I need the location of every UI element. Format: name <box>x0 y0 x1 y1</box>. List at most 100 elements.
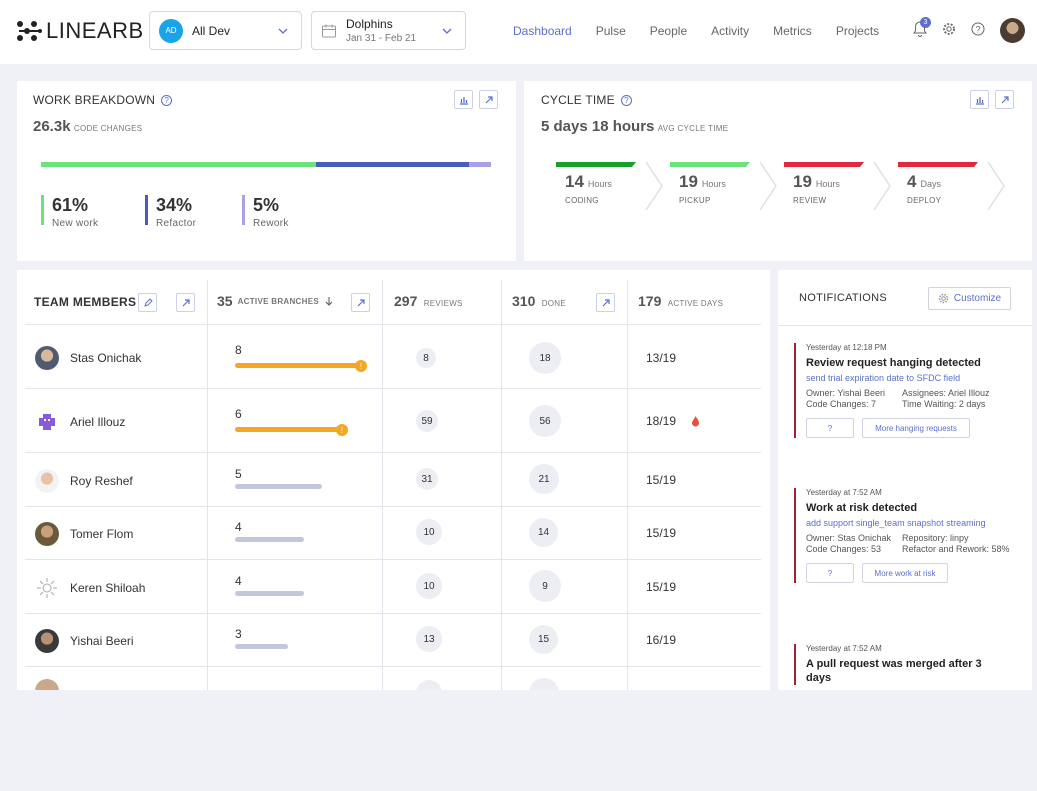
expand-button[interactable] <box>479 90 498 109</box>
table-row[interactable]: Yishai Beeri 3 13 15 16/19 <box>25 615 761 667</box>
new-work-stat: 61% New work <box>41 195 98 229</box>
avatar <box>35 346 59 370</box>
nav-people[interactable]: People <box>649 24 688 38</box>
arrow-up-right-icon <box>1001 95 1009 103</box>
notification-link[interactable]: send trial expiration date to SFDC field <box>806 373 961 383</box>
warning-icon[interactable]: ! <box>355 360 367 372</box>
arrow-up-right-icon <box>357 298 365 306</box>
table-row[interactable]: Stas Onichak 8 ! 8 18 13/19 <box>25 326 761 389</box>
cycle-time-card: CYCLE TIME? 5 days 18 hours AVG CYCLE TI… <box>524 81 1032 261</box>
notification-title: Work at risk detected <box>806 502 918 514</box>
refactor-pct: 34% <box>156 195 193 215</box>
chevron-down-icon <box>278 28 288 34</box>
calendar-icon <box>322 24 336 37</box>
help-button[interactable]: ? <box>806 418 854 438</box>
chart-view-button[interactable] <box>454 90 473 109</box>
help-icon[interactable]: ? <box>161 95 173 106</box>
edit-team-button[interactable] <box>138 293 157 312</box>
notification-item[interactable]: Yesterday at 7:52 AM A pull request was … <box>794 644 1016 685</box>
customize-button[interactable]: Customize <box>928 287 1011 310</box>
code-changes-label: CODE CHANGES <box>73 124 143 133</box>
expand-branches-button[interactable] <box>351 293 370 312</box>
more-hanging-requests-button[interactable]: More hanging requests <box>862 418 970 438</box>
table-row[interactable] <box>25 668 761 690</box>
expand-done-button[interactable] <box>596 293 615 312</box>
member-name: Stas Onichak <box>70 351 142 365</box>
chevron-right-icon <box>987 162 1005 210</box>
cycle-step-pickup[interactable]: 19 Hours PICKUP <box>670 162 785 210</box>
nav-metrics[interactable]: Metrics <box>773 24 812 38</box>
nav-dashboard[interactable]: Dashboard <box>513 24 572 38</box>
divider <box>778 325 1032 326</box>
notification-detail: Code Changes: 7 <box>806 399 877 409</box>
deploy-stripe <box>898 162 978 167</box>
more-work-at-risk-button[interactable]: More work at risk <box>862 563 948 583</box>
table-row[interactable]: Ariel Illouz 6 ! 59 56 18/19 <box>25 390 761 453</box>
table-header <box>25 270 761 325</box>
reviews-header[interactable]: 297 REVIEWS <box>394 293 463 309</box>
column-divider <box>207 280 208 690</box>
done-header[interactable]: 310 DONE <box>512 293 566 309</box>
avatar <box>35 629 59 653</box>
work-breakdown-card: WORK BREAKDOWN? 26.3k CODE CHANGES 61% N… <box>17 81 516 261</box>
active-days: 18/19 <box>646 414 677 428</box>
team-avatar: AD <box>159 18 183 43</box>
notification-link[interactable]: add support single_team snapshot streami… <box>806 518 986 528</box>
branches-count: 5 <box>235 467 242 481</box>
avatar <box>35 469 59 493</box>
done-count: 21 <box>529 464 559 494</box>
notification-time: Yesterday at 12:18 PM <box>806 343 887 352</box>
branches-bar <box>235 484 322 489</box>
chart-view-button[interactable] <box>970 90 989 109</box>
done-count: 18 <box>529 342 561 374</box>
done-count: 9 <box>529 570 561 602</box>
help-button[interactable]: ? <box>806 563 854 583</box>
linearb-logo[interactable]: LINEARB <box>16 18 144 44</box>
team-members-title: TEAM MEMBERS <box>34 295 137 309</box>
cycle-step-coding[interactable]: 14 Hours CODING <box>556 162 671 210</box>
nav-activity[interactable]: Activity <box>711 24 750 38</box>
new-work-label: New work <box>52 218 99 229</box>
active-days: 13/19 <box>646 351 677 365</box>
notification-detail: Assignees: Ariel Illouz <box>902 388 990 398</box>
gear-icon <box>938 293 949 304</box>
date-range-selector[interactable]: Dolphins Jan 31 - Feb 21 <box>311 11 466 50</box>
branches-count: 8 <box>235 343 242 357</box>
notifications-bell[interactable]: 3 <box>912 17 931 38</box>
branches-bar <box>235 644 288 649</box>
reviews-count: 13 <box>416 626 442 652</box>
review-value: 19 <box>793 172 812 191</box>
notification-item[interactable]: Yesterday at 7:52 AM Work at risk detect… <box>794 488 1016 583</box>
expand-team-button[interactable] <box>176 293 195 312</box>
notification-time: Yesterday at 7:52 AM <box>806 644 882 653</box>
reviews-total: 297 <box>394 293 418 309</box>
rework-label: Rework <box>253 218 289 229</box>
table-row[interactable]: Tomer Flom 4 10 14 15/19 <box>25 508 761 560</box>
rework-pct: 5% <box>253 195 280 215</box>
help-icon[interactable]: ? <box>971 22 985 36</box>
reviews-count <box>416 680 442 690</box>
notification-detail: Time Waiting: 2 days <box>902 399 986 409</box>
header-icons: 3 ? <box>912 17 985 38</box>
avatar <box>35 522 59 546</box>
expand-button[interactable] <box>995 90 1014 109</box>
user-avatar[interactable] <box>1000 18 1025 43</box>
notification-title: A pull request was merged after 3 days <box>806 658 982 684</box>
active-days-header[interactable]: 179 ACTIVE DAYS <box>638 293 723 309</box>
member-name: Tomer Flom <box>70 527 134 541</box>
pickup-unit: Hours <box>701 179 726 189</box>
help-icon[interactable]: ? <box>620 95 632 106</box>
notification-item[interactable]: Yesterday at 12:18 PM Review request han… <box>794 343 1016 438</box>
nav-pulse[interactable]: Pulse <box>595 24 626 38</box>
chevron-right-icon <box>759 162 777 210</box>
notification-detail: Refactor and Rework: 58% <box>902 544 1010 554</box>
gear-icon[interactable] <box>942 22 956 36</box>
warning-icon[interactable]: ! <box>336 424 348 436</box>
table-row[interactable]: Keren Shiloah 4 10 9 15/19 <box>25 561 761 614</box>
table-row[interactable]: Roy Reshef 5 31 21 15/19 <box>25 454 761 507</box>
team-selector[interactable]: AD All Dev <box>149 11 302 50</box>
cycle-step-review[interactable]: 19 Hours REVIEW <box>784 162 899 210</box>
branches-header[interactable]: 35 ACTIVE BRANCHES <box>217 293 334 309</box>
cycle-step-deploy[interactable]: 4 Days DEPLOY <box>898 162 1013 210</box>
nav-projects[interactable]: Projects <box>835 24 880 38</box>
